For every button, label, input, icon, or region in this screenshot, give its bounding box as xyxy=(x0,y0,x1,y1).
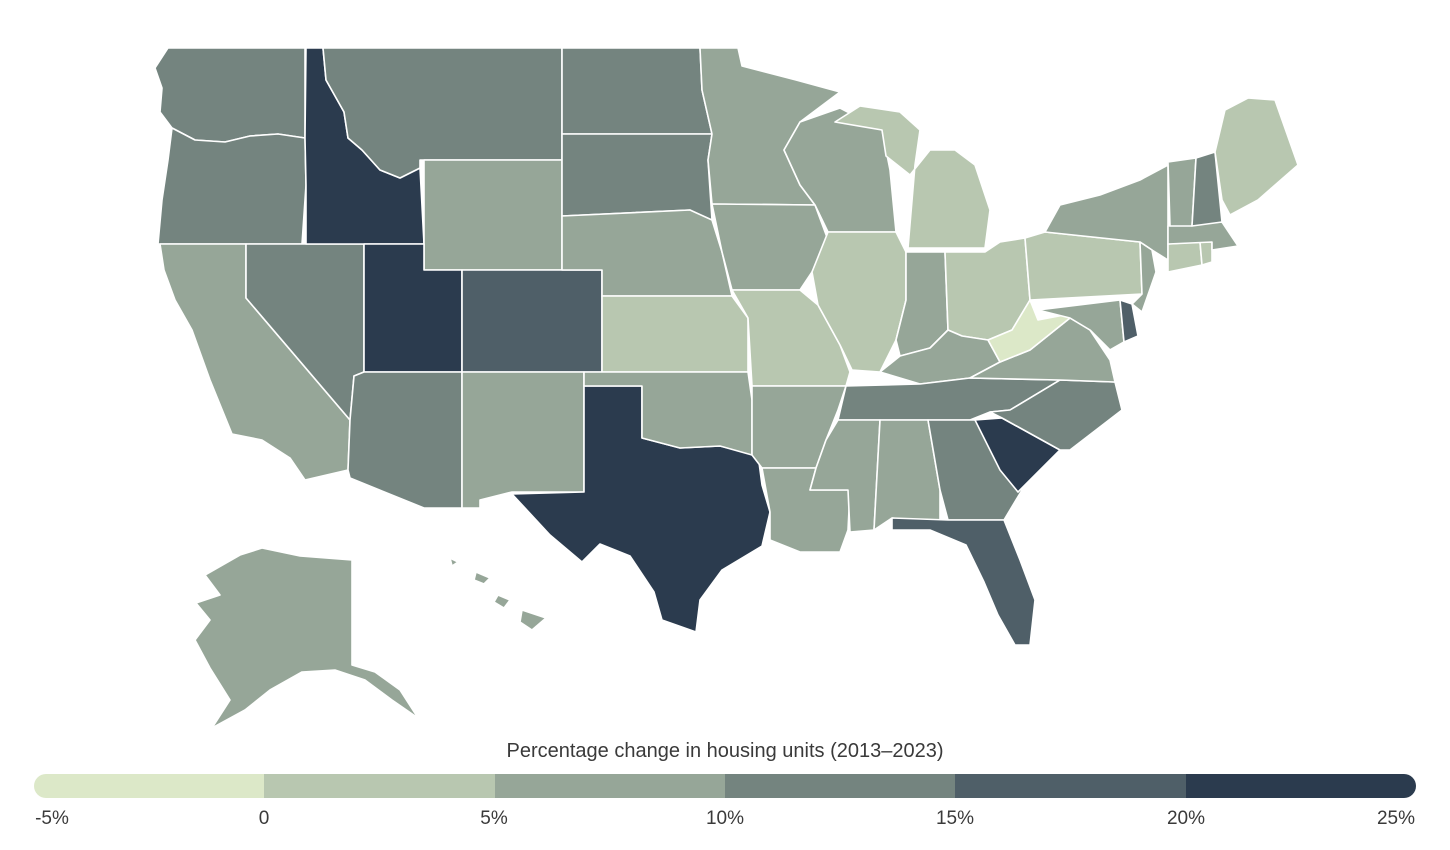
state-wi[interactable] xyxy=(783,107,897,233)
legend-tick-label: 5% xyxy=(480,808,508,829)
legend-tick-label: 10% xyxy=(705,808,745,829)
legend-bin xyxy=(264,774,495,798)
state-me[interactable] xyxy=(1214,97,1299,216)
state-ks[interactable] xyxy=(601,295,749,373)
state-or[interactable] xyxy=(157,127,307,245)
state-nd[interactable] xyxy=(561,47,713,135)
state-mi[interactable] xyxy=(834,105,991,249)
state-ok[interactable] xyxy=(583,371,753,456)
state-ct[interactable] xyxy=(1167,241,1203,273)
state-co[interactable] xyxy=(461,269,603,373)
state-nc[interactable] xyxy=(989,379,1123,451)
state-nm[interactable] xyxy=(461,371,585,509)
legend-title: Percentage change in housing units (2013… xyxy=(506,740,944,762)
state-wy[interactable] xyxy=(423,159,563,271)
legend-bin xyxy=(955,774,1186,798)
state-hi[interactable] xyxy=(449,557,547,631)
state-nh[interactable] xyxy=(1191,151,1223,227)
legend-tick-label: -5% xyxy=(35,808,69,829)
legend-color-scale xyxy=(34,774,1416,798)
legend-tick-label: 25% xyxy=(1376,808,1416,829)
state-sd[interactable] xyxy=(561,133,713,221)
state-pa[interactable] xyxy=(1024,231,1143,301)
state-ak[interactable] xyxy=(194,547,419,729)
legend-bin xyxy=(34,774,265,798)
legend-tick-label: 15% xyxy=(935,808,975,829)
state-wa[interactable] xyxy=(154,47,306,143)
state-ri[interactable] xyxy=(1199,241,1213,266)
legend-bin xyxy=(724,774,956,798)
legend-bin xyxy=(494,774,725,798)
us-choropleth-map xyxy=(154,47,1299,729)
state-fl[interactable] xyxy=(891,517,1036,646)
legend-tick-label: 0 xyxy=(258,808,270,829)
state-mo[interactable] xyxy=(731,289,851,387)
legend-tick-label: 20% xyxy=(1166,808,1206,829)
state-nj[interactable] xyxy=(1131,241,1157,313)
state-az[interactable] xyxy=(347,371,463,509)
state-ia[interactable] xyxy=(711,203,829,291)
state-de[interactable] xyxy=(1119,299,1139,343)
legend-bin xyxy=(1185,774,1416,798)
